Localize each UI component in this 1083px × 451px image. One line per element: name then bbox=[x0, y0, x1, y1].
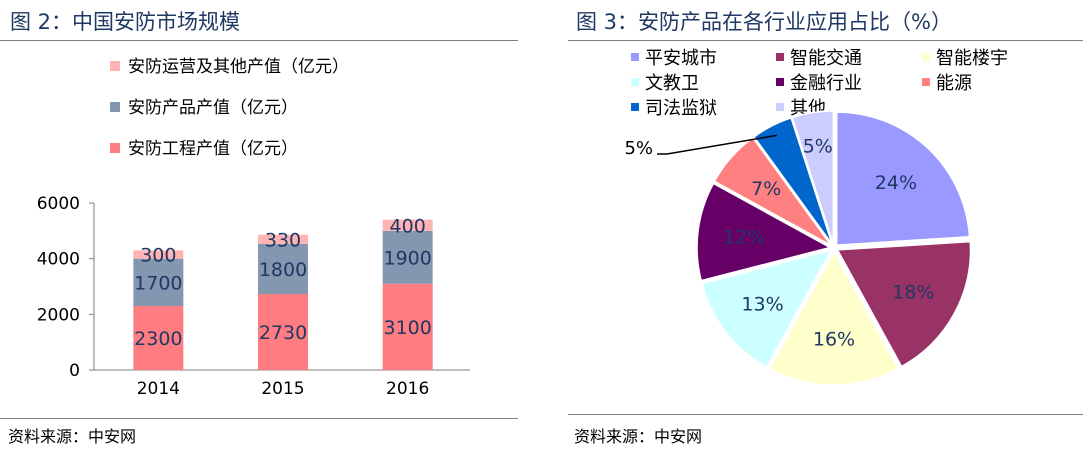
legend-swatch bbox=[631, 78, 639, 86]
bar-segment bbox=[258, 234, 308, 244]
legend-label: 能源 bbox=[936, 73, 972, 94]
left-chart-title: 图 2：中国安防市场规模 bbox=[10, 10, 241, 34]
right-source-rule bbox=[568, 414, 1083, 415]
bar-value-label: 330 bbox=[265, 229, 301, 251]
slice-label: 18% bbox=[892, 282, 934, 304]
bar-segment bbox=[258, 294, 308, 370]
bar-value-label: 300 bbox=[140, 244, 176, 266]
pie-slice bbox=[768, 250, 900, 386]
legend-label: 安防工程产值（亿元） bbox=[128, 139, 298, 159]
bar-value-label: 1700 bbox=[134, 272, 182, 294]
y-tick-label: 6000 bbox=[37, 194, 80, 214]
y-tick-label: 2000 bbox=[37, 305, 80, 325]
bar-segment bbox=[382, 219, 433, 231]
y-tick-label: 4000 bbox=[37, 250, 80, 270]
legend-label: 文教卫 bbox=[645, 73, 699, 94]
bar-value-label: 1800 bbox=[259, 259, 307, 281]
left-source: 资料来源：中安网 bbox=[8, 427, 137, 446]
legend-swatch bbox=[776, 103, 784, 111]
y-tick-label: 0 bbox=[69, 361, 80, 381]
slice-label: 12% bbox=[723, 227, 765, 249]
bar-value-label: 3100 bbox=[383, 317, 431, 339]
pie-slice bbox=[713, 136, 832, 247]
pie-slice bbox=[791, 110, 835, 245]
x-tick-label: 2014 bbox=[137, 379, 180, 399]
pie-slice bbox=[835, 111, 971, 246]
legend-label: 司法监狱 bbox=[645, 98, 717, 119]
slice-label: 7% bbox=[751, 178, 781, 200]
left-source-rule bbox=[0, 418, 518, 419]
legend-swatch bbox=[110, 102, 120, 112]
legend-swatch bbox=[922, 53, 930, 61]
pie-slice bbox=[836, 240, 972, 368]
legend-swatch bbox=[110, 61, 120, 71]
legend-label: 安防运营及其他产值（亿元） bbox=[128, 57, 349, 77]
stacked-bar-chart: 安防运营及其他产值（亿元） 安防产品产值（亿元） 安防工程产值（亿元） 0 2000 40… bbox=[37, 57, 470, 399]
left-title-rule bbox=[0, 40, 518, 41]
pie-slice bbox=[701, 249, 833, 369]
bar-value-label: 2730 bbox=[259, 322, 307, 344]
x-tick-label: 2015 bbox=[261, 379, 304, 399]
bar-segment bbox=[382, 283, 433, 370]
slice-label: 24% bbox=[875, 172, 917, 194]
right-title-rule bbox=[568, 40, 1083, 41]
legend-label: 智能交通 bbox=[790, 48, 862, 69]
legend-label: 安防产品产值（亿元） bbox=[128, 98, 298, 118]
leader-line bbox=[657, 134, 777, 155]
bar-segment bbox=[133, 250, 184, 259]
bar-segment bbox=[258, 243, 308, 295]
legend-label: 平安城市 bbox=[645, 48, 717, 69]
slice-label: 13% bbox=[741, 293, 783, 315]
slice-label: 5% bbox=[803, 136, 833, 158]
bar-value-label: 1900 bbox=[383, 247, 431, 269]
bar-segment bbox=[133, 258, 184, 306]
legend-swatch bbox=[922, 78, 930, 86]
legend-label: 智能楼宇 bbox=[936, 48, 1008, 69]
pie-slice bbox=[752, 116, 833, 245]
bar-segment bbox=[133, 305, 184, 370]
slice-label: 5% bbox=[624, 138, 653, 159]
right-source: 资料来源：中安网 bbox=[574, 427, 703, 446]
bar-segment bbox=[382, 230, 433, 284]
legend-swatch bbox=[631, 53, 639, 61]
legend-swatch bbox=[110, 143, 120, 153]
legend-swatch bbox=[631, 103, 639, 111]
slice-label: 16% bbox=[813, 328, 855, 350]
bar-value-label: 400 bbox=[390, 215, 426, 237]
pie-slice bbox=[696, 182, 833, 282]
bar-value-label: 2300 bbox=[134, 328, 182, 350]
legend-label: 金融行业 bbox=[790, 73, 862, 94]
right-chart-title: 图 3：安防产品在各行业应用占比（%） bbox=[576, 10, 952, 34]
legend-swatch bbox=[776, 53, 784, 61]
legend-swatch bbox=[776, 78, 784, 86]
x-tick-label: 2016 bbox=[386, 379, 429, 399]
